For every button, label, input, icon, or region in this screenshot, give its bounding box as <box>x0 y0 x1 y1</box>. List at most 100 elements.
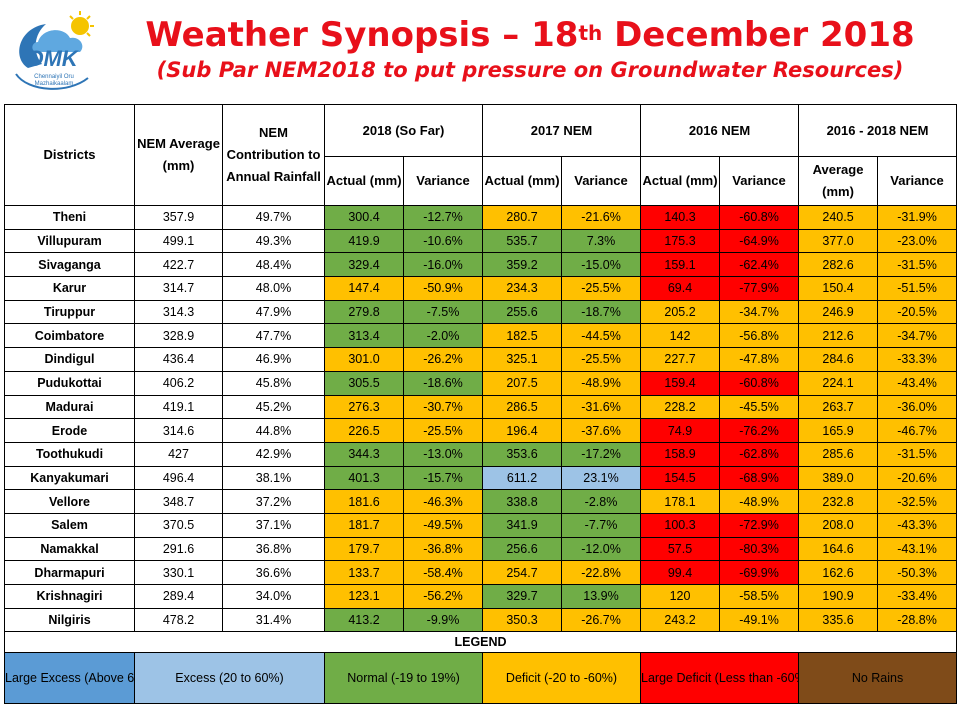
actual-2017-cell: 256.6 <box>482 536 562 562</box>
variance-2018-cell: -16.0% <box>403 252 483 278</box>
table-row: Sivaganga 422.7 48.4% 329.4 -16.0% 359.2 -15.0… <box>4 252 958 278</box>
actual-2016-cell: 159.4 <box>640 370 721 396</box>
variance-2016-cell: -48.9% <box>719 489 800 514</box>
actual-2017-cell: 255.6 <box>482 299 562 325</box>
variance-2016-cell: -56.8% <box>719 323 800 349</box>
district-cell: Madurai <box>4 394 135 420</box>
actual-2016-cell: 100.3 <box>640 512 721 538</box>
variance-2016-cell: -62.8% <box>719 441 800 467</box>
svg-text:OMK: OMK <box>26 46 79 71</box>
variance-2016-cell: -60.8% <box>719 370 800 396</box>
avg-3yr-cell: 212.6 <box>798 323 879 349</box>
actual-2016-cell: 175.3 <box>640 228 721 254</box>
variance-2017-cell: -7.7% <box>560 512 642 538</box>
variance-2017-cell: -44.5% <box>560 323 642 349</box>
variance-2016-cell: -60.8% <box>719 205 800 230</box>
nem-contribution-cell: 31.4% <box>222 607 325 633</box>
variance-3yr-cell: -43.1% <box>877 536 958 562</box>
district-cell: Vellore <box>4 489 135 514</box>
actual-2017-cell: 350.3 <box>482 607 562 633</box>
avg-3yr-cell: 190.9 <box>798 584 879 609</box>
actual-2017-cell: 234.3 <box>482 276 562 301</box>
nem-contribution-cell: 46.9% <box>222 347 325 372</box>
actual-2018-cell: 301.0 <box>324 347 404 372</box>
actual-2018-cell: 329.4 <box>324 252 404 278</box>
variance-3yr-cell: -28.8% <box>877 607 958 633</box>
actual-2016-cell: 142 <box>640 323 721 349</box>
col-nem-contribution: NEM Contribution to Annual Rainfall <box>222 104 325 206</box>
variance-3yr-cell: -33.3% <box>877 347 958 372</box>
variance-2017-cell: -22.8% <box>560 560 642 585</box>
variance-3yr-cell: -51.5% <box>877 276 958 301</box>
variance-3yr-cell: -32.5% <box>877 489 958 514</box>
actual-2017-cell: 207.5 <box>482 370 562 396</box>
actual-2016-cell: 228.2 <box>640 394 721 420</box>
col-group-2016: 2016 NEM <box>640 104 800 157</box>
table-row: Dindigul 436.4 46.9% 301.0 -26.2% 325.1 -25.5%… <box>4 347 958 372</box>
variance-2016-cell: -80.3% <box>719 536 800 562</box>
variance-2018-cell: -10.6% <box>403 228 483 254</box>
actual-2017-cell: 254.7 <box>482 560 562 585</box>
avg-3yr-cell: 232.8 <box>798 489 879 514</box>
variance-3yr-cell: -43.3% <box>877 512 958 538</box>
variance-2018-cell: -18.6% <box>403 370 483 396</box>
actual-2017-cell: 329.7 <box>482 584 562 609</box>
actual-2018-cell: 313.4 <box>324 323 404 349</box>
avg-3yr-cell: 165.9 <box>798 418 879 443</box>
district-cell: Sivaganga <box>4 252 135 278</box>
actual-2016-cell: 120 <box>640 584 721 609</box>
legend-deficit: Deficit (-20 to -60%) <box>481 652 642 705</box>
nem-average-cell: 370.5 <box>134 512 223 538</box>
variance-2018-cell: -49.5% <box>403 512 483 538</box>
legend-large-deficit: Large Deficit (Less than -60%) <box>640 652 800 705</box>
variance-2017-cell: -48.9% <box>560 370 642 396</box>
actual-2016-cell: 159.1 <box>640 252 721 278</box>
actual-2018-cell: 279.8 <box>324 299 404 325</box>
district-cell: Tiruppur <box>4 299 135 325</box>
nem-average-cell: 348.7 <box>134 489 223 514</box>
actual-2018-cell: 133.7 <box>324 560 404 585</box>
col-actual-2018: Actual (mm) <box>324 156 404 206</box>
col-group-2017: 2017 NEM <box>481 104 642 157</box>
actual-2018-cell: 305.5 <box>324 370 404 396</box>
svg-text:Mazhaikaalam: Mazhaikaalam <box>35 81 74 87</box>
variance-3yr-cell: -20.6% <box>877 465 958 491</box>
actual-2017-cell: 182.5 <box>482 323 562 349</box>
variance-2016-cell: -58.5% <box>719 584 800 609</box>
nem-contribution-cell: 37.2% <box>222 489 325 514</box>
actual-2018-cell: 300.4 <box>324 205 404 230</box>
variance-2016-cell: -64.9% <box>719 228 800 254</box>
actual-2018-cell: 401.3 <box>324 465 404 491</box>
table-row: Toothukudi 427 42.9% 344.3 -13.0% 353.6 -17.2%… <box>4 441 958 467</box>
actual-2018-cell: 181.6 <box>324 489 404 514</box>
actual-2017-cell: 611.2 <box>482 465 562 491</box>
actual-2016-cell: 205.2 <box>640 299 721 325</box>
variance-2016-cell: -34.7% <box>719 299 800 325</box>
nem-average-cell: 291.6 <box>134 536 223 562</box>
variance-2018-cell: -2.0% <box>403 323 483 349</box>
district-cell: Coimbatore <box>4 323 135 349</box>
district-cell: Theni <box>4 205 135 230</box>
actual-2018-cell: 413.2 <box>324 607 404 633</box>
variance-2017-cell: -15.0% <box>560 252 642 278</box>
avg-3yr-cell: 224.1 <box>798 370 879 396</box>
variance-2018-cell: -30.7% <box>403 394 483 420</box>
actual-2017-cell: 286.5 <box>482 394 562 420</box>
nem-average-cell: 314.3 <box>134 299 223 325</box>
variance-3yr-cell: -34.7% <box>877 323 958 349</box>
actual-2016-cell: 99.4 <box>640 560 721 585</box>
variance-2018-cell: -46.3% <box>403 489 483 514</box>
district-cell: Toothukudi <box>4 441 135 467</box>
nem-average-cell: 427 <box>134 441 223 467</box>
nem-contribution-cell: 36.8% <box>222 536 325 562</box>
nem-contribution-cell: 47.7% <box>222 323 325 349</box>
variance-2016-cell: -69.9% <box>719 560 800 585</box>
col-actual-2016: Actual (mm) <box>640 156 721 206</box>
legend-large-excess: Large Excess (Above 60%) <box>4 652 135 705</box>
table-row: Pudukottai 406.2 45.8% 305.5 -18.6% 207.5 -48.… <box>4 370 958 396</box>
variance-2018-cell: -36.8% <box>403 536 483 562</box>
page-subtitle: (Sub Par NEM2018 to put pressure on Grou… <box>156 58 904 82</box>
col-nem-average: NEM Average (mm) <box>134 104 223 206</box>
page-title: Weather Synopsis – 18th December 2018 <box>110 14 950 56</box>
nem-contribution-cell: 49.7% <box>222 205 325 230</box>
